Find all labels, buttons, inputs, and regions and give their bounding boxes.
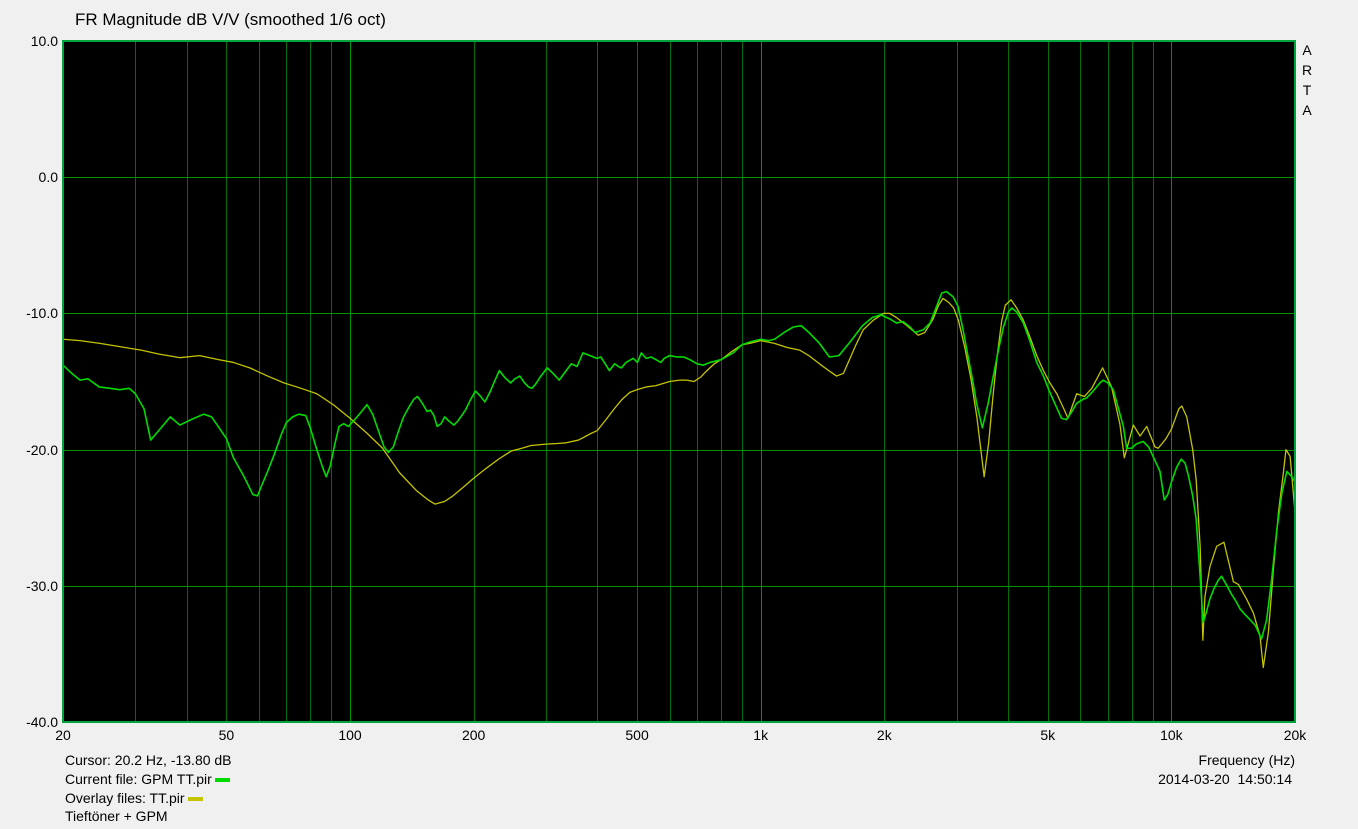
overlay-trace-color-swatch: [187, 797, 203, 801]
y-tick-label: 10.0: [30, 33, 58, 49]
y-tick-label: -20.0: [26, 441, 58, 458]
plot-background: [63, 41, 1295, 722]
plot-area[interactable]: [63, 41, 1295, 722]
timestamp: 2014-03-20 14:50:14: [1158, 771, 1292, 787]
chart-title: FR Magnitude dB V/V (smoothed 1/6 oct): [75, 10, 386, 29]
overlay-files-label: Overlay files: TT.pir: [65, 790, 185, 806]
y-tick-label: -40.0: [26, 714, 58, 730]
x-tick-label: 5k: [1040, 727, 1056, 743]
current-trace-color-swatch: [214, 778, 230, 782]
x-tick-label: 2k: [876, 727, 892, 743]
current-file-label: Current file: GPM TT.pir: [65, 771, 212, 787]
plot-border: [62, 40, 1296, 723]
x-tick-label: 50: [218, 727, 235, 743]
x-axis-title: Frequency (Hz): [1198, 752, 1295, 768]
trace-gpm-tt-pir: [63, 290, 1295, 640]
measurement-note: Tieftöner + GPM: [65, 808, 168, 824]
x-tick-label: 1k: [753, 727, 769, 743]
y-tick-label: 0.0: [38, 169, 58, 186]
cursor-readout: Cursor: 20.2 Hz, -13.80 dB: [65, 752, 232, 768]
x-tick-label: 100: [338, 727, 362, 743]
x-tick-label: 500: [625, 727, 649, 743]
x-tick-label: 20: [55, 727, 71, 743]
trace-tt-pir: [63, 297, 1295, 669]
x-tick-label: 200: [461, 727, 486, 743]
y-tick-label: -10.0: [26, 305, 58, 322]
overlay-file-legend: Overlay files: TT.pir: [65, 790, 203, 806]
x-tick-label: 10k: [1160, 727, 1183, 743]
x-tick-label: 20k: [1283, 727, 1307, 743]
arta-watermark: ARTA: [1299, 42, 1315, 122]
y-tick-label: -30.0: [26, 577, 58, 594]
current-file-legend: Current file: GPM TT.pir: [65, 771, 230, 787]
